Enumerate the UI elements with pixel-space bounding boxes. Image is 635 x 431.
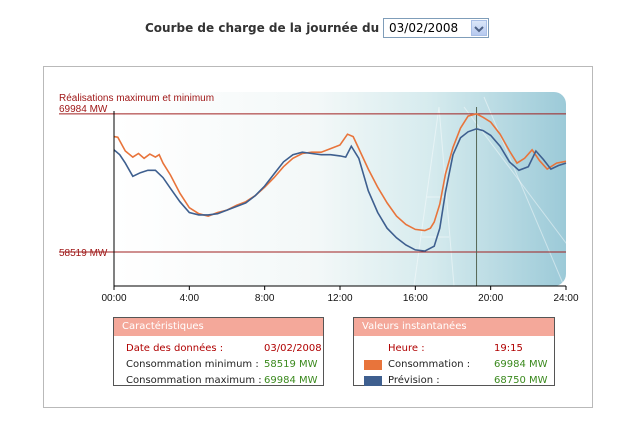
x-tick-label: 8:00: [255, 293, 275, 304]
x-tick-label: 00:00: [101, 293, 126, 304]
pylon-decoration: [413, 96, 585, 287]
x-tick-label: 16:00: [403, 293, 428, 304]
date-value: 03/02/2008: [264, 343, 322, 354]
valeurs-title: Valeurs instantanées: [354, 318, 554, 336]
prevision-value: 68750 MW: [494, 375, 548, 386]
consommation-value: 69984 MW: [494, 359, 548, 370]
selected-date: 03/02/2008: [389, 21, 459, 35]
consommation-label: Consommation :: [388, 359, 471, 370]
min-consumption-value: 58519 MW: [264, 359, 318, 370]
consommation-series-line: [113, 113, 567, 232]
prevision-label: Prévision :: [388, 375, 440, 386]
chart-title: Réalisations maximum et minimum: [59, 93, 214, 104]
chart-background: [114, 92, 566, 286]
consommation-legend-swatch: [364, 360, 382, 370]
load-curve-chart: Réalisations maximum et minimum 69984 MW…: [59, 92, 585, 304]
caracteristiques-title: Caractéristiques: [114, 318, 323, 336]
max-value-label: 69984 MW: [59, 104, 108, 115]
prevision-legend-swatch: [364, 376, 382, 386]
chevron-down-icon[interactable]: [471, 20, 487, 36]
heure-label: Heure :: [388, 343, 425, 354]
date-selector-header: Courbe de charge de la journée du : 03/0…: [0, 16, 635, 44]
min-value-label: 58519 MW: [59, 248, 108, 259]
date-label: Date des données :: [126, 343, 224, 354]
valeurs-instantanees-box: Valeurs instantanées Heure : 19:15 Conso…: [353, 317, 555, 386]
max-consumption-value: 69984 MW: [264, 375, 318, 386]
date-dropdown[interactable]: 03/02/2008: [383, 18, 489, 38]
prevision-series-line: [113, 127, 567, 252]
page-title: Courbe de charge de la journée du :: [145, 21, 389, 35]
x-tick-label: 12:00: [327, 293, 352, 304]
caracteristiques-box: Caractéristiques Date des données : 03/0…: [113, 317, 324, 386]
x-tick-label: 24:00: [553, 293, 578, 304]
heure-value: 19:15: [494, 343, 523, 354]
chart-panel: Réalisations maximum et minimum 69984 MW…: [43, 66, 593, 408]
x-tick-label: 4:00: [180, 293, 200, 304]
max-consumption-label: Consommation maximum :: [126, 375, 262, 386]
x-tick-label: 20:00: [478, 293, 503, 304]
min-consumption-label: Consommation minimum :: [126, 359, 259, 370]
